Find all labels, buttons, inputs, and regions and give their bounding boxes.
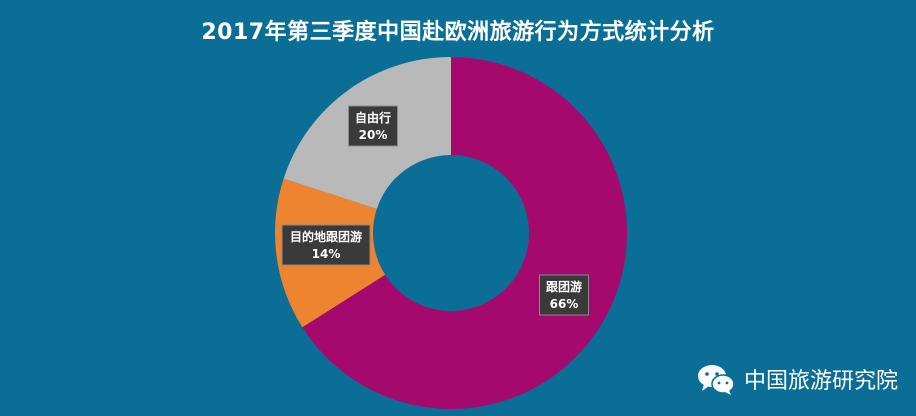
watermark: 中国旅游研究院 [696,362,898,396]
label-box [539,274,589,316]
slice-percent: 14% [312,247,341,261]
label-group-tour: 跟团游 66% [539,274,589,316]
label-self-guided: 自由行 20% [348,105,398,147]
slice-label: 自由行 [355,110,391,125]
chart-title: 2017年第三季度中国赴欧洲旅游行为方式统计分析 [201,20,715,45]
slice-percent: 20% [359,128,388,142]
label-box [281,224,371,266]
slice-percent: 66% [550,297,579,311]
label-destination-tour: 目的地跟团游 14% [281,224,371,266]
wechat-icon [697,365,735,395]
label-box [348,105,398,147]
watermark-text: 中国旅游研究院 [743,369,898,394]
slice-label: 目的地跟团游 [290,229,362,244]
slice-label: 跟团游 [546,279,582,294]
label-group: 跟团游 66% 目的地跟团游 14% 自由行 20% [281,105,589,316]
slice-group-tour [302,57,628,409]
